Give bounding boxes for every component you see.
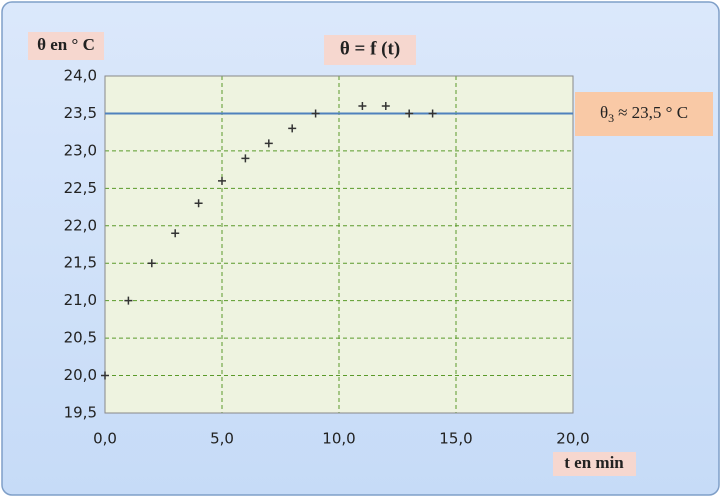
- x-tick-label: 15,0: [439, 430, 472, 448]
- point: [171, 229, 180, 238]
- annotation-symbol: θ: [600, 103, 608, 122]
- y-tick-label: 19,5: [64, 404, 97, 422]
- title-box: [324, 35, 416, 65]
- x-label-box: [553, 452, 636, 476]
- point: [428, 109, 437, 118]
- y-tick-label: 22,5: [64, 179, 97, 197]
- point: [218, 176, 226, 185]
- y-tick-label: 23,5: [64, 104, 97, 122]
- x-tick-label: 0,0: [93, 430, 117, 448]
- annotation-subscript: 3: [608, 111, 614, 125]
- y-tick-label: 20,5: [64, 329, 97, 347]
- y-axis-label: θ en ° C: [37, 35, 95, 54]
- x-tick-label: 20,0: [556, 430, 589, 448]
- annotation-box: [575, 92, 713, 136]
- annotation-text: ≈ 23,5 ° C: [618, 103, 688, 122]
- point: [264, 139, 273, 148]
- point: [381, 101, 390, 110]
- y-tick-label: 24,0: [64, 67, 97, 85]
- chart-title: θ = f (t): [340, 38, 400, 59]
- point: [241, 154, 250, 163]
- point: [405, 109, 414, 118]
- y-tick-label: 22,0: [64, 216, 97, 234]
- point: [194, 199, 203, 208]
- x-tick-label: 5,0: [210, 430, 234, 448]
- x-axis-label: t en min: [564, 453, 624, 472]
- x-tick-label: 10,0: [322, 430, 355, 448]
- point: [147, 259, 156, 268]
- plot-border: [104, 75, 574, 414]
- point: [288, 124, 297, 133]
- annotation: θ3 ≈ 23,5 ° C: [600, 103, 688, 125]
- y-tick-label: 20,0: [64, 366, 97, 384]
- y-tick-label: 21,5: [64, 254, 97, 272]
- y-tick-label: 21,0: [64, 291, 97, 309]
- y-label-box: [28, 32, 104, 60]
- point: [124, 296, 133, 305]
- point: [358, 101, 367, 110]
- point: [311, 109, 320, 118]
- y-tick-label: 23,0: [64, 141, 97, 159]
- point: [101, 371, 109, 380]
